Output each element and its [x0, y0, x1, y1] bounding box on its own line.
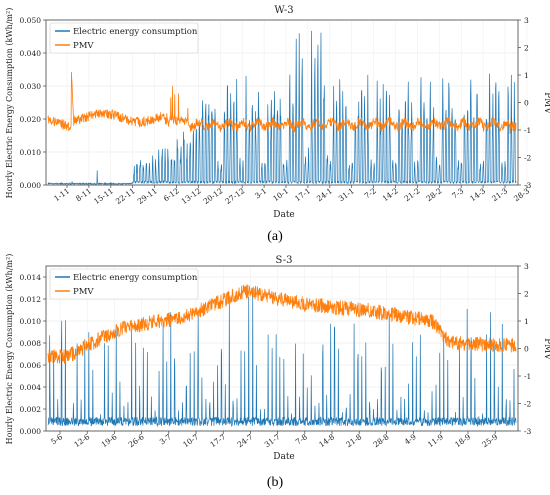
- chart-a-legend-pmv: PMV: [73, 41, 94, 51]
- y-tick-label: 0.008: [20, 339, 42, 348]
- chart-a-y-label: Hourly Electric Energy Consumption (kWh/…: [5, 8, 14, 199]
- y-tick-label: 0.000: [20, 181, 42, 190]
- x-tick-label: 10-1: [271, 186, 290, 203]
- chart-a-legend-electric: Electric energy consumption: [73, 27, 198, 37]
- chart-b: S-3 0.0000.0020.0040.0060.0080.0100.0120…: [5, 254, 550, 462]
- chart-b-x-axis: 5-6 12-6 19-6 26-6 3-7 10-7 17-7 24-7 31-7 7-8 14-…: [49, 431, 500, 449]
- x-tick-label: 24-7: [236, 432, 255, 449]
- y2-tick-label: -3: [524, 427, 532, 436]
- chart-a-x-label: Date: [273, 210, 295, 220]
- y-tick-label: 0.000: [20, 427, 42, 436]
- chart-b-legend-pmv: PMV: [73, 287, 94, 297]
- y2-tick-label: 3: [524, 16, 529, 25]
- x-tick-label: 14-3: [468, 186, 487, 203]
- x-tick-label: 4-9: [403, 432, 418, 446]
- series-electric-line: [47, 30, 517, 186]
- x-tick-label: 3-1: [253, 186, 268, 200]
- y-tick-label: 0.020: [20, 115, 42, 124]
- x-tick-label: 8-11: [74, 186, 93, 203]
- x-tick-label: 31-1: [337, 186, 356, 203]
- y-tick-label: 0.050: [20, 16, 42, 25]
- y2-tick-label: 2: [524, 44, 529, 53]
- x-tick-label: 15-11: [92, 186, 115, 206]
- series-pmv-line: [47, 71, 517, 134]
- x-tick-label: 7-3: [450, 186, 465, 200]
- x-tick-label: 11-9: [426, 432, 445, 449]
- y2-tick-label: -1: [524, 126, 531, 135]
- y-tick-label: 0.030: [20, 82, 42, 91]
- x-tick-label: 6-12: [162, 186, 181, 203]
- x-tick-label: 19-6: [100, 432, 119, 449]
- chart-b-right-axis: -3 -2 -1 0 1 2 3: [518, 262, 532, 436]
- y-tick-label: 0.040: [20, 49, 42, 58]
- chart-b-legend: Electric energy consumption PMV: [49, 268, 199, 300]
- chart-a-right-axis: -3 -2 -1 0 1 2 3: [518, 16, 532, 190]
- y2-tick-label: 1: [524, 71, 529, 80]
- y-tick-label: 0.010: [20, 317, 42, 326]
- chart-b-electric-series: [47, 287, 517, 428]
- y-tick-label: 0.012: [20, 295, 42, 304]
- x-tick-label: 3-7: [158, 432, 173, 446]
- x-tick-label: 21-2: [403, 186, 422, 203]
- y-tick-label: 0.006: [20, 361, 42, 370]
- series-electric-line: [47, 287, 517, 428]
- chart-a-left-axis: 0.000 0.010 0.020 0.030 0.040 0.050: [20, 16, 46, 190]
- chart-b-y-label: Hourly Electric Energy Consumption (kWh/…: [5, 254, 14, 445]
- series-pmv-line: [47, 284, 517, 364]
- y2-tick-label: 0: [524, 99, 529, 108]
- y2-tick-label: 2: [524, 290, 529, 299]
- chart-a-x-axis: 1-11 8-11 15-11 22-11 29-11 6-12 13-12 20-12 27-…: [52, 185, 531, 206]
- y2-tick-label: -2: [524, 154, 532, 163]
- chart-b-left-axis: 0.000 0.002 0.004 0.006 0.008 0.010 0.012 0.014: [20, 273, 46, 436]
- x-tick-label: 28-2: [424, 186, 443, 203]
- y-tick-label: 0.004: [20, 383, 42, 392]
- chart-a-electric-series: [47, 30, 517, 186]
- chart-a-legend: Electric energy consumption PMV: [49, 22, 199, 54]
- y2-tick-label: -1: [524, 372, 531, 381]
- y-tick-label: 0.014: [20, 273, 42, 282]
- x-tick-label: 26-6: [127, 432, 146, 449]
- caption-a: (a): [267, 229, 283, 244]
- chart-b-pmv-series: [47, 284, 517, 364]
- chart-b-y2-label: PMV: [542, 338, 550, 360]
- chart-a-pmv-series: [47, 71, 517, 134]
- y-tick-label: 0.002: [20, 405, 42, 414]
- x-tick-label: 1-11: [52, 186, 71, 203]
- x-tick-label: 14-8: [317, 432, 336, 449]
- x-tick-label: 7-8: [294, 432, 309, 446]
- x-tick-label: 21-3: [490, 186, 509, 203]
- x-tick-label: 20-12: [202, 186, 225, 206]
- x-tick-label: 27-12: [223, 186, 246, 206]
- chart-a-title: W-3: [274, 5, 293, 16]
- x-tick-label: 28-8: [372, 432, 391, 449]
- chart-b-x-label: Date: [273, 452, 295, 462]
- y-tick-label: 0.010: [20, 148, 42, 157]
- chart-a-y2-label: PMV: [542, 92, 550, 114]
- x-tick-label: 29-11: [136, 186, 159, 206]
- x-tick-label: 13-12: [180, 186, 203, 206]
- x-tick-label: 17-7: [208, 432, 227, 449]
- chart-b-legend-electric: Electric energy consumption: [73, 273, 198, 283]
- x-tick-label: 24-1: [315, 186, 334, 203]
- x-tick-label: 7-2: [363, 186, 378, 200]
- x-tick-label: 22-11: [114, 186, 137, 206]
- y2-tick-label: -3: [524, 181, 532, 190]
- y2-tick-label: 0: [524, 345, 529, 354]
- x-tick-label: 18-9: [453, 432, 472, 449]
- chart-b-title: S-3: [276, 255, 293, 266]
- y2-tick-label: -2: [524, 400, 532, 409]
- x-tick-label: 17-1: [293, 186, 312, 203]
- caption-b: (b): [267, 475, 284, 490]
- x-tick-label: 14-2: [381, 186, 400, 203]
- x-tick-label: 31-7: [263, 432, 282, 449]
- x-tick-label: 10-7: [181, 432, 200, 449]
- x-tick-label: 5-6: [49, 432, 64, 446]
- y2-tick-label: 3: [524, 262, 529, 271]
- x-tick-label: 21-8: [344, 432, 363, 449]
- x-tick-label: 25-9: [480, 432, 499, 449]
- y2-tick-label: 1: [524, 317, 529, 326]
- x-tick-label: 12-6: [72, 432, 91, 449]
